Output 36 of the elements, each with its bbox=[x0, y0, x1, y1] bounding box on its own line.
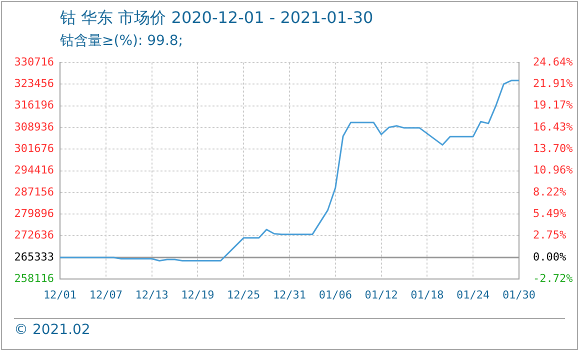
y-tick-label: 258116 bbox=[14, 272, 54, 285]
x-tick-label: 01/24 bbox=[456, 288, 490, 302]
y-tick-label: 330716 bbox=[14, 55, 54, 68]
x-tick-label: 12/01 bbox=[43, 288, 77, 302]
y2-tick-label: 24.64% bbox=[533, 55, 574, 68]
y2-tick-label: 16.43% bbox=[533, 120, 574, 134]
y2-tick-label: 10.96% bbox=[533, 164, 574, 177]
x-tick-label: 01/30 bbox=[502, 288, 536, 302]
y2-tick-label: 19.17% bbox=[533, 98, 574, 112]
y2-tick-label: 2.75% bbox=[533, 228, 566, 242]
x-tick-label: 12/07 bbox=[89, 288, 122, 302]
y2-tick-label: 13.70% bbox=[533, 142, 574, 155]
y-tick-label: 272636 bbox=[14, 228, 54, 242]
text: © 2021.02 bbox=[14, 322, 90, 338]
y-tick-label: 316196 bbox=[14, 98, 54, 112]
y-tick-label: 323456 bbox=[14, 77, 54, 90]
x-tick-label: 01/12 bbox=[364, 288, 398, 302]
x-tick-label: 01/06 bbox=[318, 288, 352, 302]
y-tick-label: 301676 bbox=[14, 142, 54, 156]
chart-subtitle: 钴含量≥(%): 99.8; bbox=[60, 32, 184, 50]
y-tick-label: 279896 bbox=[14, 206, 54, 220]
chart-title: 钴 华东 市场价 2020-12-01 - 2021-01-30 bbox=[60, 8, 374, 29]
x-tick-label: 12/19 bbox=[181, 288, 214, 302]
y-tick-label: 308936 bbox=[14, 120, 54, 134]
y2-tick-label: 5.49% bbox=[533, 206, 566, 220]
y-tick-label: 294416 bbox=[14, 164, 54, 177]
y-tick-label: 287156 bbox=[14, 185, 54, 198]
y2-tick-label: -2.72% bbox=[533, 272, 574, 285]
x-tick-label: 12/25 bbox=[227, 288, 260, 302]
y2-tick-label: 21.91% bbox=[533, 77, 574, 90]
x-tick-label: 12/13 bbox=[135, 288, 168, 302]
y2-tick-label: 0.00% bbox=[533, 250, 566, 264]
x-tick-label: 12/31 bbox=[272, 288, 306, 302]
y-tick-label: 265333 bbox=[14, 250, 54, 264]
x-tick-label: 01/18 bbox=[410, 288, 444, 302]
y2-tick-label: 8.22% bbox=[533, 185, 566, 198]
